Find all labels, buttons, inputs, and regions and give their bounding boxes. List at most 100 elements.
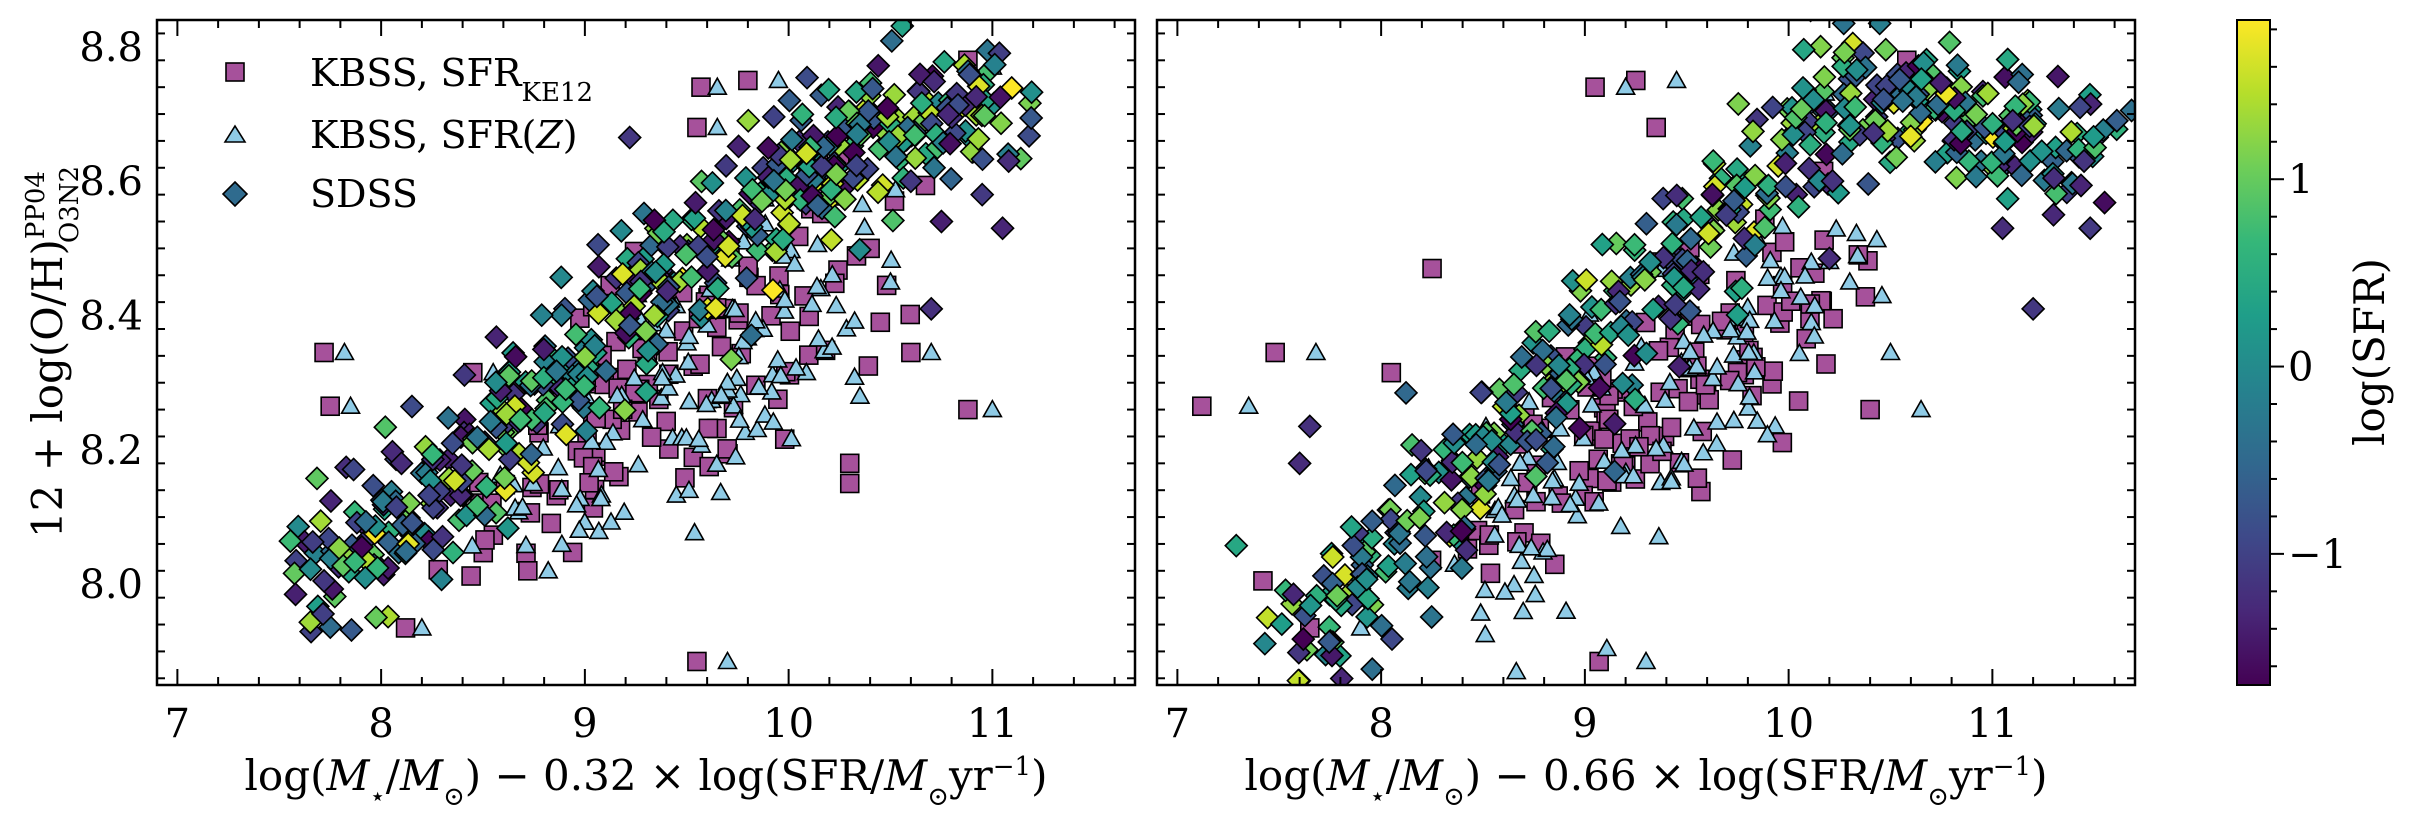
sdss-point <box>996 148 1021 174</box>
kbss-sfrz-point <box>1645 437 1667 457</box>
kbss-ke12-point <box>1788 391 1809 411</box>
sdss-point <box>936 102 961 127</box>
sdss-point <box>363 605 389 630</box>
kbss-ke12-point <box>641 427 662 447</box>
sdss-point <box>1813 110 1839 135</box>
sdss-point <box>1360 657 1385 682</box>
sdss-point <box>2068 173 2094 198</box>
sdss-point <box>844 153 869 178</box>
sdss-point <box>824 161 849 187</box>
sdss-point <box>1523 464 1548 489</box>
kbss-sfrz-point <box>1509 452 1531 471</box>
kbss-sfrz-point <box>706 76 728 95</box>
sdss-point <box>1535 450 1560 475</box>
sdss-point <box>609 218 634 243</box>
kbss-sfrz-point <box>723 395 744 414</box>
sdss-point <box>1634 341 1659 366</box>
sdss-point <box>1432 490 1457 515</box>
sdss-point <box>679 265 704 290</box>
sdss-point <box>529 303 554 328</box>
kbss-sfrz-point <box>1770 280 1792 299</box>
sdss-point <box>1463 432 1489 457</box>
sdss-point <box>300 529 325 555</box>
kbss-sfrz-point <box>1746 410 1768 429</box>
sdss-point <box>465 425 490 450</box>
sdss-point <box>508 407 533 432</box>
kbss-sfrz-point <box>1503 574 1525 593</box>
sdss-point <box>1019 80 1044 105</box>
kbss-sfrz-point <box>768 69 789 89</box>
kbss-sfrz-point <box>1723 409 1745 429</box>
sdss-point <box>1440 422 1466 447</box>
sdss-point <box>440 431 465 456</box>
sdss-point <box>1664 183 1689 208</box>
kbss-sfrz-point <box>1757 424 1778 443</box>
kbss-ke12-point <box>839 473 860 494</box>
sdss-point <box>903 145 928 171</box>
kbss-sfrz-point <box>340 395 361 415</box>
kbss-sfrz-point <box>606 385 628 404</box>
kbss-sfrz-point <box>1790 286 1812 305</box>
kbss-sfrz-point <box>1692 442 1714 461</box>
sdss-point <box>353 565 378 590</box>
sdss-point <box>1843 94 1868 120</box>
sdss-point <box>2021 113 2047 139</box>
sdss-point <box>574 418 599 444</box>
kbss-sfrz-point <box>1238 395 1260 415</box>
sdss-point <box>1808 20 1814 23</box>
sdss-point <box>865 180 891 205</box>
sdss-point <box>1543 405 1569 430</box>
kbss-sfrz-point <box>746 418 768 438</box>
sdss-point <box>1397 569 1422 594</box>
sdss-point <box>1740 119 1766 144</box>
sdss-point <box>308 509 333 534</box>
sdss-point <box>922 69 947 94</box>
kbss-ke12-point <box>1381 362 1402 383</box>
sdss-point <box>970 147 995 172</box>
sdss-point <box>436 405 461 431</box>
sdss-point <box>586 300 611 326</box>
sdss-point <box>449 452 474 478</box>
x-tick-label: 9 <box>1572 701 1597 747</box>
kbss-sfrz-point <box>623 367 645 386</box>
sdss-point <box>440 540 466 565</box>
kbss-sfrz-point <box>512 496 533 515</box>
kbss-sfrz-point <box>678 479 700 499</box>
kbss-sfrz-point <box>1536 538 1558 558</box>
kbss-sfrz-point <box>1474 579 1496 599</box>
sdss-point <box>563 322 589 347</box>
sdss-point <box>898 169 924 194</box>
kbss-sfrz-point <box>678 390 700 410</box>
sdss-point <box>988 85 1013 110</box>
kbss-ke12-point <box>475 530 495 550</box>
sdss-point <box>465 493 490 518</box>
kbss-ke12-point <box>1422 258 1442 279</box>
sdss-point <box>1622 232 1647 257</box>
sdss-point <box>342 549 368 575</box>
kbss-sfrz-point <box>1625 435 1646 454</box>
sdss-point <box>2006 70 2031 95</box>
sdss-point <box>1725 302 1750 328</box>
sdss-point <box>1539 376 1564 401</box>
kbss-sfrz-point <box>1520 537 1542 556</box>
colorbar-tick-label: 1 <box>2288 157 2313 203</box>
sdss-point <box>832 187 858 212</box>
kbss-ke12-point <box>518 561 538 581</box>
kbss-sfrz-point <box>1880 341 1901 361</box>
kbss-sfrz-point <box>1723 344 1744 363</box>
right-panel: 7 8 9 10 11 log(M⋆/M⊙) − 0.66 × log(SFR/M⊙yr… <box>1155 18 2137 812</box>
sdss-point <box>2009 163 2034 188</box>
kbss-sfrz-point <box>849 385 871 404</box>
kbss-sfrz-point <box>801 293 823 313</box>
kbss-sfrz-point <box>537 560 559 579</box>
sdss-point <box>1291 626 1316 652</box>
kbss-sfrz-point <box>920 341 942 361</box>
sdss-point <box>399 394 425 419</box>
sdss-point <box>1817 246 1842 271</box>
kbss-sfrz-point <box>717 371 738 391</box>
sdss-point <box>429 567 454 592</box>
kbss-ke12-point <box>687 651 707 672</box>
sdss-point <box>1995 47 2020 72</box>
sdss-point <box>1382 473 1408 498</box>
